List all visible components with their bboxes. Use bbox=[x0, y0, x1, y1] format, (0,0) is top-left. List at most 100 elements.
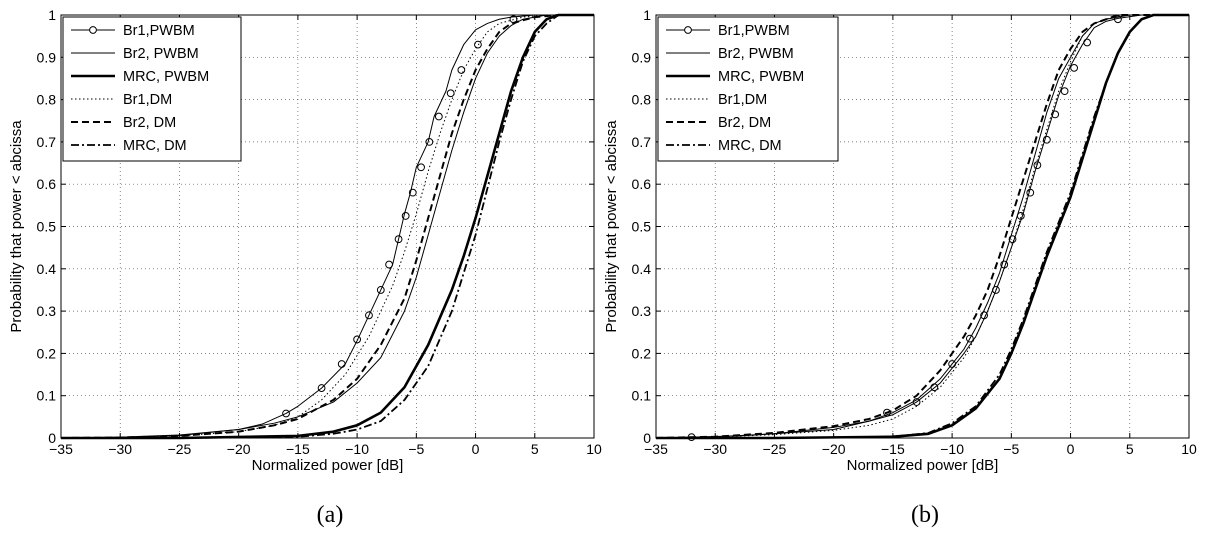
series-line bbox=[60, 14, 594, 439]
x-tick-label: −10 bbox=[345, 441, 369, 457]
series-line bbox=[655, 14, 1189, 439]
x-tick-label: −15 bbox=[881, 441, 905, 457]
y-tick-label: 0 bbox=[643, 430, 651, 446]
y-tick-label: 0.5 bbox=[632, 219, 652, 235]
y-tick-label: 0.6 bbox=[37, 176, 57, 192]
series-line bbox=[655, 14, 1189, 439]
series-marker bbox=[1060, 87, 1069, 96]
legend-label: Br2, PWBM bbox=[123, 46, 199, 62]
series-marker bbox=[446, 89, 455, 98]
series-marker bbox=[883, 408, 891, 417]
y-tick-label: 0.4 bbox=[632, 261, 652, 277]
series-line bbox=[60, 14, 594, 439]
series-marker bbox=[474, 40, 482, 49]
series-marker bbox=[457, 66, 466, 74]
y-tick-label: 0.6 bbox=[632, 176, 652, 192]
legend-label: Br2, DM bbox=[123, 115, 176, 131]
legend: Br1,PWBM Br2, PWBM MRC, PWBM Br1,DM Br2, DM M… bbox=[657, 16, 839, 162]
legend: Br1,PWBM Br2, PWBM MRC, PWBM Br1,DM Br2, DM M… bbox=[62, 16, 242, 162]
y-tick-label: 0.1 bbox=[632, 388, 652, 404]
y-tick-label: 0.8 bbox=[632, 92, 652, 108]
legend-label: Br1,PWBM bbox=[718, 23, 790, 39]
x-axis-label: Normalized power [dB] bbox=[252, 457, 404, 474]
y-tick-label: 0.9 bbox=[37, 49, 57, 65]
series-marker bbox=[425, 138, 434, 146]
series-marker bbox=[337, 360, 346, 368]
x-tick-label: 5 bbox=[531, 441, 539, 457]
x-tick-label: −35 bbox=[644, 441, 668, 457]
series-marker bbox=[1026, 188, 1035, 197]
series-marker bbox=[317, 384, 326, 392]
panel-caption: (b) bbox=[911, 502, 939, 528]
x-tick-label: −20 bbox=[822, 441, 846, 457]
legend-label: MRC, DM bbox=[718, 138, 782, 154]
series-marker bbox=[282, 409, 290, 418]
chart-panel-a: −35 −30 −25 −20 −15 −10 −5 0 5 10 0 0.1 0.2 0.3 0.4 0.5… bbox=[8, 7, 602, 528]
series-marker bbox=[1033, 161, 1042, 170]
series-line bbox=[61, 13, 594, 440]
legend-label: Br2, DM bbox=[718, 115, 771, 131]
x-tick-label: 5 bbox=[1126, 441, 1134, 457]
x-tick-label: −20 bbox=[227, 441, 251, 457]
x-tick-label: 0 bbox=[1067, 441, 1075, 457]
series-marker bbox=[434, 112, 443, 121]
y-tick-label: 0.3 bbox=[37, 303, 57, 319]
chart-panel-b: −35 −30 −25 −20 −15 −10 −5 0 5 10 0 0.1 0.2 0.3 0.4 0.5… bbox=[603, 7, 1197, 528]
legend-label: MRC, DM bbox=[123, 138, 187, 154]
x-tick-label: −10 bbox=[940, 441, 964, 457]
y-tick-label: 1 bbox=[643, 7, 651, 23]
x-tick-label: −5 bbox=[408, 441, 424, 457]
legend-marker bbox=[684, 26, 692, 34]
series-marker bbox=[1083, 38, 1092, 47]
y-tick-label: 0.7 bbox=[37, 134, 57, 150]
x-tick-label: −35 bbox=[49, 441, 73, 457]
y-tick-label: 0.8 bbox=[37, 92, 57, 108]
y-tick-label: 0.1 bbox=[37, 388, 57, 404]
series-marker bbox=[1000, 260, 1009, 269]
legend-box bbox=[657, 16, 839, 162]
series-marker bbox=[417, 163, 425, 172]
x-tick-label: 0 bbox=[472, 441, 480, 457]
series-marker bbox=[401, 212, 410, 220]
series-marker bbox=[365, 311, 373, 320]
y-tick-label: 0.4 bbox=[37, 261, 57, 277]
legend-label: Br1,DM bbox=[123, 92, 172, 108]
series-marker bbox=[1008, 235, 1017, 244]
series-line bbox=[656, 14, 1189, 439]
legend-label: MRC, PWBM bbox=[718, 69, 804, 85]
y-axis-label: Probability that power < abcissa bbox=[603, 120, 620, 333]
y-tick-label: 0.7 bbox=[632, 134, 652, 150]
legend-label: Br2, PWBM bbox=[718, 46, 794, 62]
x-tick-label: 10 bbox=[1181, 441, 1197, 457]
series-marker bbox=[385, 260, 393, 269]
y-tick-label: 0.9 bbox=[632, 49, 652, 65]
series-marker bbox=[376, 286, 385, 294]
y-tick-label: 0.2 bbox=[632, 345, 652, 361]
x-tick-label: −15 bbox=[286, 441, 310, 457]
x-tick-label: 10 bbox=[586, 441, 602, 457]
legend-marker bbox=[89, 26, 97, 34]
series-marker bbox=[948, 360, 957, 368]
panel-caption: (a) bbox=[317, 502, 344, 528]
series-marker bbox=[1114, 15, 1122, 24]
y-tick-label: 0.2 bbox=[37, 345, 57, 361]
x-tick-label: −25 bbox=[168, 441, 192, 457]
series-marker bbox=[965, 334, 974, 343]
y-tick-label: 0 bbox=[48, 430, 56, 446]
x-tick-label: −25 bbox=[763, 441, 787, 457]
legend-label: Br1,DM bbox=[718, 92, 767, 108]
legend-box bbox=[62, 16, 242, 162]
x-tick-label: −30 bbox=[703, 441, 727, 457]
y-axis-label: Probability that power < abcissa bbox=[8, 120, 25, 333]
series-line bbox=[655, 14, 1189, 439]
series-line bbox=[61, 14, 594, 439]
series-marker bbox=[353, 335, 362, 344]
y-tick-label: 0.5 bbox=[37, 219, 57, 235]
series-line bbox=[60, 14, 594, 439]
series-marker bbox=[1070, 63, 1079, 72]
x-tick-label: −5 bbox=[1003, 441, 1019, 457]
y-tick-label: 0.3 bbox=[632, 303, 652, 319]
legend-label: MRC, PWBM bbox=[123, 69, 209, 85]
series-marker bbox=[408, 188, 417, 197]
